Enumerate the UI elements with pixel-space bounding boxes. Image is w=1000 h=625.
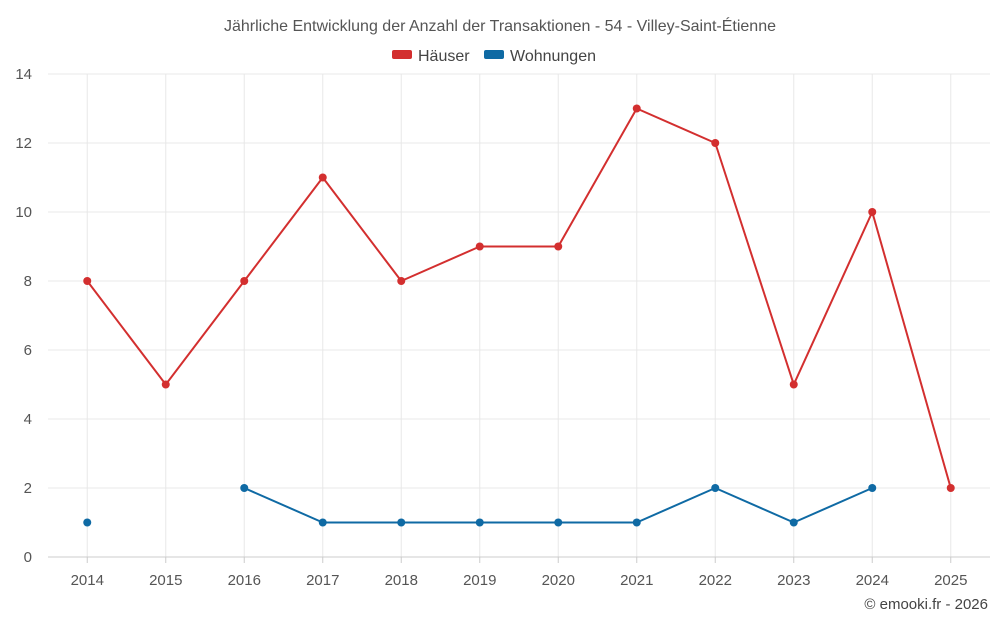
data-point-wohnungen[interactable] bbox=[554, 518, 563, 527]
data-point-haeuser[interactable] bbox=[554, 242, 563, 251]
legend-item-haeuser[interactable]: Häuser bbox=[392, 48, 470, 65]
y-tick-label: 8 bbox=[24, 273, 32, 290]
data-point-haeuser[interactable] bbox=[789, 380, 798, 389]
credit-text: © emooki.fr - 2026 bbox=[864, 596, 988, 613]
data-point-haeuser[interactable] bbox=[240, 277, 249, 285]
legend-item-wohnungen[interactable]: Wohnungen bbox=[484, 48, 596, 65]
x-tick-label: 2023 bbox=[777, 572, 810, 589]
x-tick-label: 2021 bbox=[620, 572, 653, 589]
data-point-haeuser[interactable] bbox=[475, 242, 484, 251]
data-point-haeuser[interactable] bbox=[868, 208, 877, 216]
legend-swatch-wohnungen bbox=[484, 50, 504, 59]
data-point-wohnungen[interactable] bbox=[868, 484, 877, 492]
data-point-wohnungen[interactable] bbox=[240, 484, 249, 492]
legend-label-wohnungen: Wohnungen bbox=[510, 48, 596, 65]
chart-title: Jährliche Entwicklung der Anzahl der Tra… bbox=[224, 16, 776, 35]
x-tick-label: 2018 bbox=[385, 572, 418, 589]
x-tick-label: 2020 bbox=[542, 572, 575, 589]
data-point-wohnungen[interactable] bbox=[632, 518, 641, 527]
data-point-haeuser[interactable] bbox=[711, 139, 720, 147]
x-tick-label: 2025 bbox=[934, 572, 967, 589]
y-tick-label: 4 bbox=[24, 411, 32, 428]
grid bbox=[48, 73, 990, 557]
x-tick-label: 2016 bbox=[228, 572, 261, 589]
data-point-wohnungen[interactable] bbox=[475, 518, 484, 527]
series-haeuser bbox=[83, 104, 955, 492]
data-point-wohnungen[interactable] bbox=[789, 518, 798, 527]
data-point-wohnungen[interactable] bbox=[83, 518, 92, 527]
x-tick-label: 2014 bbox=[71, 572, 104, 589]
x-tick-label: 2015 bbox=[149, 572, 182, 589]
x-tick-label: 2017 bbox=[306, 572, 339, 589]
x-tick-label: 2022 bbox=[699, 572, 732, 589]
legend: Häuser Wohnungen bbox=[392, 48, 596, 65]
y-tick-label: 6 bbox=[24, 342, 32, 359]
data-point-wohnungen[interactable] bbox=[397, 518, 406, 527]
data-point-haeuser[interactable] bbox=[632, 104, 641, 113]
y-tick-label: 10 bbox=[15, 204, 32, 221]
legend-label-haeuser: Häuser bbox=[418, 48, 470, 65]
axes: 0 2 4 6 8 10 12 14 2014 2015 2016 2017 2018 2019 2020 2… bbox=[15, 66, 990, 589]
series-line-haeuser bbox=[86, 107, 952, 489]
series-wohnungen bbox=[83, 484, 877, 527]
data-point-haeuser[interactable] bbox=[397, 277, 406, 285]
legend-swatch-haeuser bbox=[392, 50, 412, 59]
data-point-wohnungen[interactable] bbox=[711, 484, 720, 492]
y-tick-label: 2 bbox=[24, 480, 32, 497]
x-tick-label: 2019 bbox=[463, 572, 496, 589]
data-point-haeuser[interactable] bbox=[83, 277, 92, 285]
series bbox=[83, 104, 955, 527]
data-point-haeuser[interactable] bbox=[318, 173, 327, 182]
data-point-haeuser[interactable] bbox=[946, 484, 955, 492]
data-point-wohnungen[interactable] bbox=[318, 518, 327, 527]
data-point-haeuser[interactable] bbox=[161, 380, 170, 389]
x-tick-label: 2024 bbox=[856, 572, 889, 589]
y-tick-label: 12 bbox=[15, 135, 32, 152]
y-tick-label: 14 bbox=[15, 66, 32, 83]
y-tick-label: 0 bbox=[24, 549, 32, 566]
